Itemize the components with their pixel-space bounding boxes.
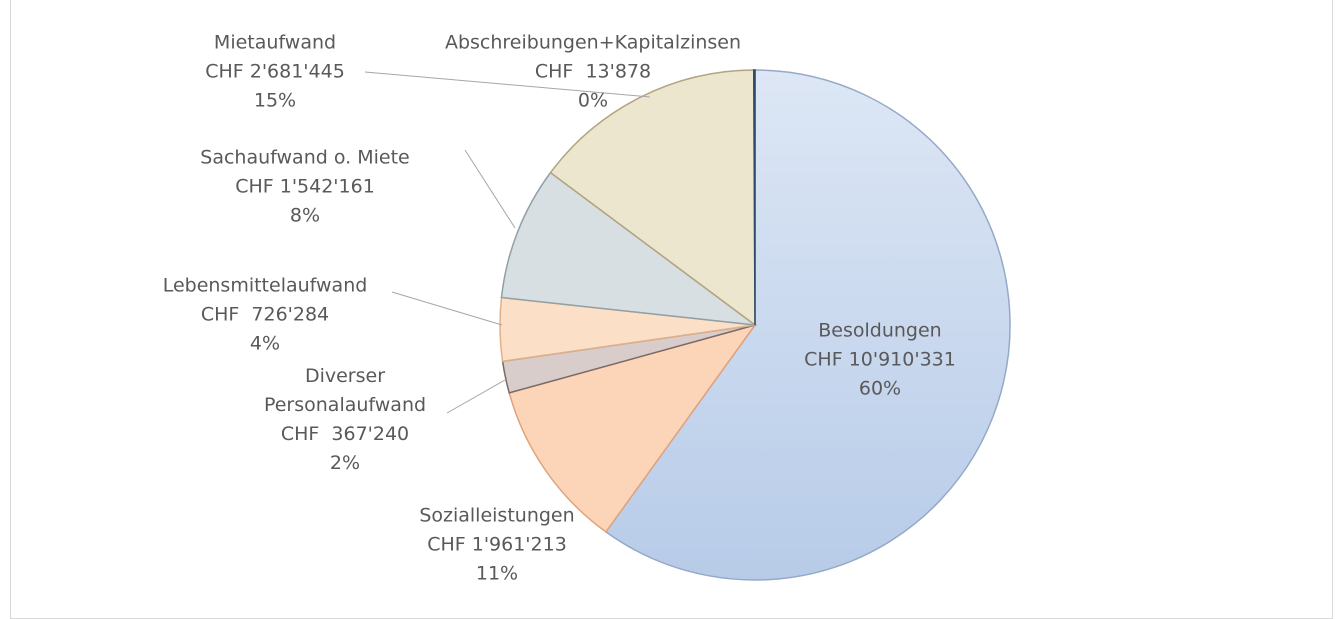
leader-line: [391, 291, 503, 326]
pie-slice: [508, 323, 757, 533]
value-label: CHF 1'542'161: [235, 175, 375, 198]
value-label: CHF 2'681'445: [205, 60, 345, 83]
percent-label: 11%: [475, 562, 519, 585]
value-label: CHF 367'240: [280, 423, 410, 445]
data-label: Sachaufwand o. Miete CHF 1'542'161 8%: [200, 144, 409, 231]
percent-label: 4%: [249, 332, 281, 355]
category-label: Sozialleistungen: [419, 504, 575, 527]
chart: [364, 69, 1011, 581]
data-label: Abschreibungen+Kapitalzinsen CHF 13'878 0%: [445, 29, 741, 116]
value-label: CHF 1'961'213: [427, 533, 567, 556]
category-label: Diverser Personalaufwand: [263, 365, 427, 416]
data-label: Besoldungen CHF 10'910'331 60%: [804, 317, 956, 404]
category-label: Abschreibungen+Kapitalzinsen: [444, 31, 742, 54]
percent-label: 8%: [289, 204, 321, 227]
data-label: Mietaufwand CHF 2'681'445 15%: [205, 29, 345, 116]
percent-label: 15%: [253, 89, 297, 112]
data-label: Sozialleistungen CHF 1'961'213 11%: [419, 502, 574, 589]
percent-label: 0%: [577, 89, 609, 112]
pie-slice: [753, 69, 756, 326]
value-label: CHF 13'878: [534, 60, 652, 83]
leader-line: [364, 71, 651, 98]
category-label: Lebensmittelaufwand: [162, 274, 368, 297]
pie-slice: [604, 69, 1011, 581]
leader-line: [446, 379, 506, 414]
pie-slice: [549, 69, 756, 327]
percent-label: 2%: [329, 452, 361, 474]
value-label: CHF 726'284: [200, 303, 330, 326]
value-label: CHF 10'910'331: [804, 348, 956, 371]
leader-line: [464, 149, 516, 229]
page: {"chart_data": {"type": "pie", "categori…: [10, 0, 1333, 619]
category-label: Mietaufwand: [213, 31, 337, 54]
category-label: Sachaufwand o. Miete: [200, 146, 410, 169]
data-label: Diverser Personalaufwand CHF 367'240 2%: [245, 362, 445, 478]
data-label: Lebensmittelaufwand CHF 726'284 4%: [163, 272, 368, 359]
category-label: Besoldungen: [818, 319, 942, 342]
percent-label: 60%: [858, 377, 902, 400]
pie-slice: [500, 171, 758, 327]
